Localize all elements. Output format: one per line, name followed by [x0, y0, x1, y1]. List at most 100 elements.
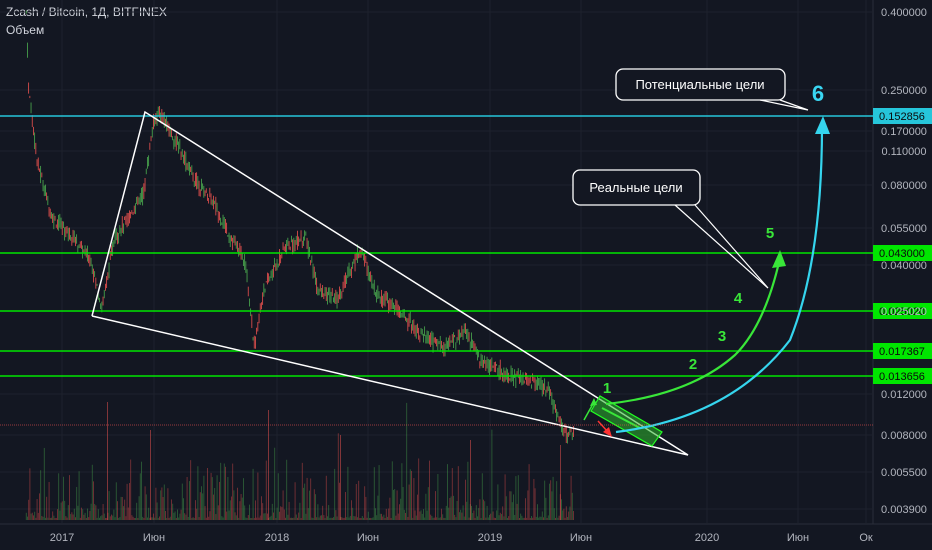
potential-targets-label: Потенциальные цели	[635, 77, 764, 92]
price-tick-label: 0.040000	[881, 260, 927, 272]
volume-bar	[163, 484, 165, 520]
volume-bar	[117, 501, 118, 520]
volume-bar	[79, 517, 81, 520]
volume-bar	[171, 499, 172, 520]
volume-bar	[389, 497, 391, 520]
volume-bar	[187, 516, 189, 520]
volume-bar	[305, 513, 307, 520]
volume-bar	[365, 496, 367, 520]
volume-bar	[571, 492, 573, 520]
volume-bar	[359, 517, 361, 520]
volume-bar	[519, 517, 520, 520]
price-tick-label: 0.170000	[881, 126, 927, 138]
volume-bar	[444, 517, 446, 520]
volume-bar	[160, 490, 162, 520]
volume-bar	[561, 499, 562, 520]
volume-bar	[537, 504, 538, 520]
volume-bar	[169, 516, 171, 520]
volume-bar	[127, 507, 129, 520]
volume-bar	[124, 499, 126, 520]
volume-bar	[228, 510, 230, 520]
volume-bar	[399, 504, 400, 520]
volume-bar	[324, 517, 326, 520]
volume-bar	[249, 504, 250, 520]
volume-bar	[175, 517, 177, 520]
volume-bar	[289, 517, 291, 520]
volume-bar	[558, 515, 560, 520]
volume-bar	[510, 491, 512, 520]
volume-bar	[555, 517, 556, 520]
volume-bar	[516, 503, 518, 520]
wave-label-3: 3	[718, 328, 726, 345]
volume-bar	[474, 517, 476, 520]
volume-bar	[155, 487, 157, 520]
volume-bar	[345, 492, 346, 520]
wave-label-5: 5	[766, 225, 774, 242]
volume-bar	[136, 502, 138, 520]
volume-bar	[179, 513, 181, 520]
volume-bar	[73, 508, 75, 520]
volume-bar	[215, 514, 217, 520]
volume-bar	[565, 506, 567, 520]
volume-bar	[153, 513, 154, 520]
volume-bar	[502, 506, 504, 520]
volume-bar	[424, 517, 426, 520]
real-targets-arrow-head	[772, 250, 786, 268]
volume-bar	[355, 483, 357, 520]
volume-bar	[243, 478, 244, 520]
volume-bar	[403, 509, 405, 520]
volume-bar	[102, 504, 104, 520]
volume-bar	[217, 505, 219, 520]
volume-bar	[396, 490, 398, 520]
volume-bar	[346, 517, 348, 520]
volume-bar	[40, 470, 42, 520]
volume-bar	[195, 500, 196, 520]
volume-bar	[91, 464, 93, 520]
volume-bar	[258, 517, 260, 520]
time-tick-label: 2018	[265, 532, 289, 544]
volume-bar	[193, 517, 195, 520]
volume-bar	[460, 509, 462, 520]
level-price-badge	[873, 343, 932, 359]
volume-bar	[133, 517, 135, 520]
volume-bar	[450, 496, 452, 520]
volume-bar	[414, 510, 416, 520]
price-tick-label: 0.080000	[881, 180, 927, 192]
price-tick-label: 0.003900	[881, 504, 927, 516]
volume-bar	[461, 512, 463, 520]
volume-bar	[250, 517, 252, 520]
real-targets-pointer	[674, 204, 769, 289]
volume-bar	[229, 500, 231, 520]
volume-bar	[375, 508, 376, 520]
volume-bar	[310, 478, 312, 520]
volume-bar	[90, 503, 92, 520]
volume-bar	[487, 517, 489, 520]
volume-bar	[273, 512, 274, 520]
volume-bar	[540, 516, 542, 520]
volume-bar	[329, 517, 331, 520]
volume-bar	[418, 458, 420, 520]
volume-bar	[84, 512, 86, 520]
volume-bar	[472, 513, 474, 520]
price-tick-label: 0.250000	[881, 85, 927, 97]
time-tick-label: Июн	[570, 532, 592, 544]
volume-bar	[504, 474, 506, 520]
volume-bar	[348, 517, 350, 520]
volume-bar	[360, 517, 362, 520]
volume-bar	[265, 460, 267, 520]
volume-bar	[498, 515, 500, 520]
volume-bar	[89, 510, 91, 520]
volume-bar	[209, 511, 211, 520]
volume-bar	[259, 515, 261, 520]
volume-bar	[165, 510, 166, 520]
volume-bar	[330, 517, 332, 520]
volume-bar	[121, 497, 123, 520]
potential-target-curve	[615, 125, 824, 434]
volume-bar	[213, 494, 214, 520]
volume-bar	[358, 480, 360, 520]
volume-bar	[425, 493, 427, 520]
volume-bar	[388, 508, 390, 520]
level-price-label: 0.152856	[879, 111, 925, 123]
volume-bar	[316, 517, 318, 520]
